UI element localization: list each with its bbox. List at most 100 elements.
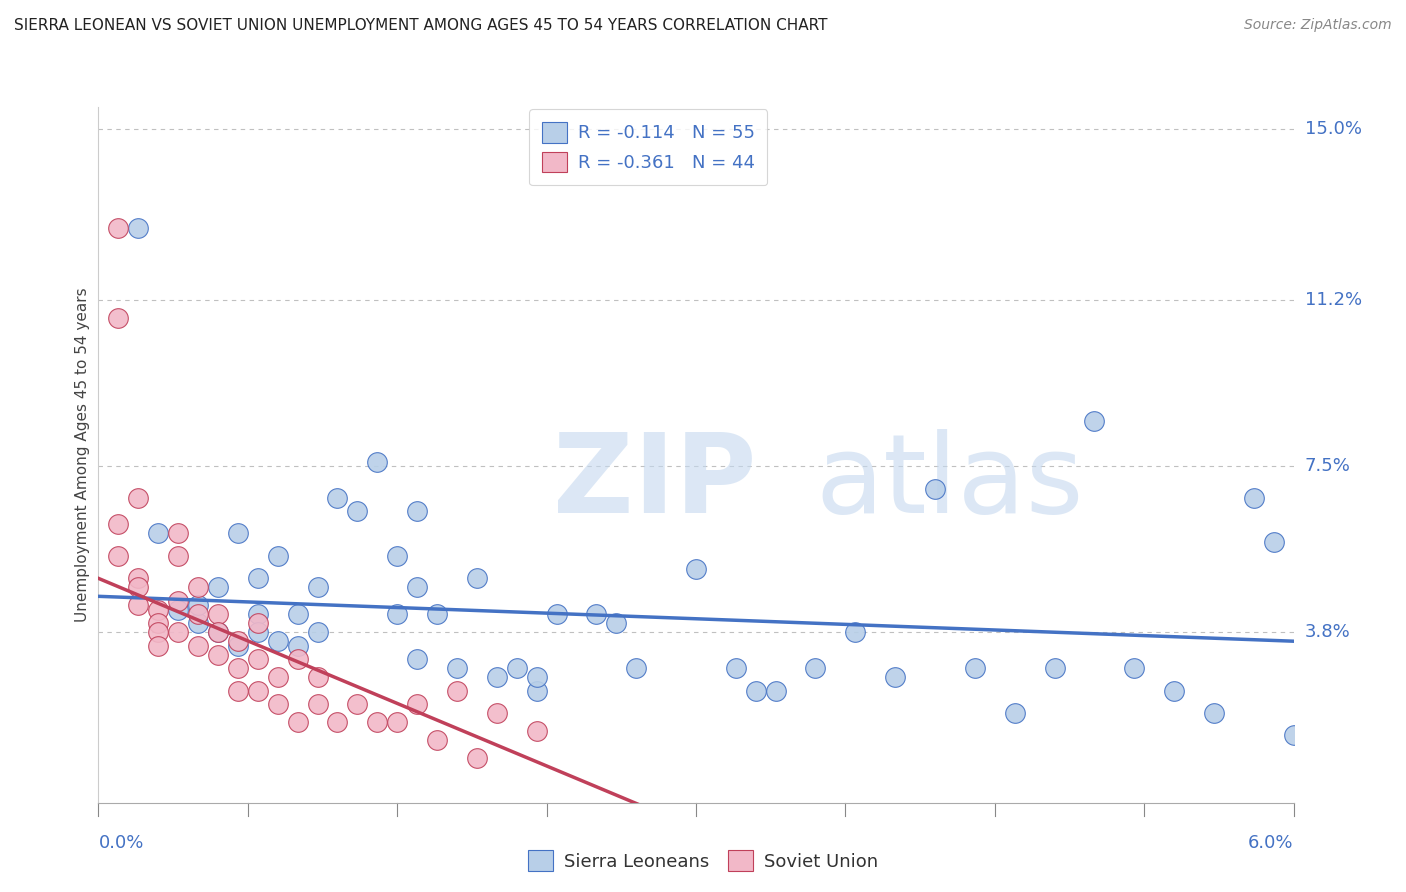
Point — [127, 599, 149, 613]
Point — [1282, 729, 1305, 743]
Point — [685, 562, 707, 576]
Point — [127, 221, 149, 235]
Point — [148, 526, 170, 541]
Point — [207, 648, 229, 662]
Point — [485, 670, 508, 684]
Point — [526, 723, 548, 738]
Point — [246, 683, 269, 698]
Point — [446, 683, 468, 698]
Point — [924, 482, 946, 496]
Point — [406, 697, 429, 711]
Point — [207, 625, 229, 640]
Point — [287, 607, 309, 622]
Point — [127, 580, 149, 594]
Point — [465, 751, 488, 765]
Point — [307, 625, 329, 640]
Point — [226, 683, 249, 698]
Point — [148, 603, 170, 617]
Point — [127, 491, 149, 505]
Point — [884, 670, 907, 684]
Point — [1243, 491, 1265, 505]
Point — [148, 616, 170, 631]
Point — [167, 625, 190, 640]
Point — [745, 683, 768, 698]
Point — [506, 661, 529, 675]
Point — [287, 652, 309, 666]
Point — [107, 549, 129, 563]
Point — [963, 661, 986, 675]
Y-axis label: Unemployment Among Ages 45 to 54 years: Unemployment Among Ages 45 to 54 years — [75, 287, 90, 623]
Point — [765, 683, 787, 698]
Point — [107, 311, 129, 326]
Point — [187, 599, 209, 613]
Point — [426, 733, 449, 747]
Point — [226, 661, 249, 675]
Point — [526, 683, 548, 698]
Point — [226, 526, 249, 541]
Point — [307, 697, 329, 711]
Point — [546, 607, 568, 622]
Point — [148, 625, 170, 640]
Point — [127, 571, 149, 585]
Point — [844, 625, 866, 640]
Point — [385, 714, 409, 729]
Point — [246, 616, 269, 631]
Point — [107, 221, 129, 235]
Legend: R = -0.114   N = 55, R = -0.361   N = 44: R = -0.114 N = 55, R = -0.361 N = 44 — [529, 109, 768, 186]
Point — [1123, 661, 1146, 675]
Point — [446, 661, 468, 675]
Point — [167, 603, 190, 617]
Point — [346, 504, 368, 518]
Point — [1263, 535, 1285, 549]
Point — [307, 670, 329, 684]
Point — [246, 571, 269, 585]
Point — [267, 670, 290, 684]
Point — [426, 607, 449, 622]
Point — [1043, 661, 1066, 675]
Text: ZIP: ZIP — [553, 429, 756, 536]
Point — [226, 634, 249, 648]
Point — [465, 571, 488, 585]
Point — [406, 580, 429, 594]
Point — [624, 661, 647, 675]
Point — [267, 697, 290, 711]
Point — [346, 697, 368, 711]
Text: 3.8%: 3.8% — [1305, 624, 1350, 641]
Point — [724, 661, 747, 675]
Point — [585, 607, 607, 622]
Point — [267, 634, 290, 648]
Point — [187, 639, 209, 653]
Point — [226, 639, 249, 653]
Point — [167, 549, 190, 563]
Point — [406, 652, 429, 666]
Point — [287, 714, 309, 729]
Point — [148, 639, 170, 653]
Point — [187, 616, 209, 631]
Point — [246, 625, 269, 640]
Point — [804, 661, 827, 675]
Point — [485, 706, 508, 720]
Point — [1083, 414, 1105, 428]
Point — [246, 607, 269, 622]
Point — [326, 491, 349, 505]
Text: 15.0%: 15.0% — [1305, 120, 1361, 138]
Point — [605, 616, 627, 631]
Point — [287, 639, 309, 653]
Point — [246, 652, 269, 666]
Point — [385, 607, 409, 622]
Point — [385, 549, 409, 563]
Point — [1202, 706, 1225, 720]
Point — [167, 594, 190, 608]
Text: 6.0%: 6.0% — [1249, 834, 1294, 852]
Point — [207, 625, 229, 640]
Point — [526, 670, 548, 684]
Point — [1163, 683, 1185, 698]
Text: Source: ZipAtlas.com: Source: ZipAtlas.com — [1244, 18, 1392, 32]
Text: 11.2%: 11.2% — [1305, 291, 1362, 309]
Text: SIERRA LEONEAN VS SOVIET UNION UNEMPLOYMENT AMONG AGES 45 TO 54 YEARS CORRELATIO: SIERRA LEONEAN VS SOVIET UNION UNEMPLOYM… — [14, 18, 828, 33]
Point — [326, 714, 349, 729]
Point — [187, 607, 209, 622]
Point — [406, 504, 429, 518]
Text: 7.5%: 7.5% — [1305, 457, 1351, 475]
Point — [207, 607, 229, 622]
